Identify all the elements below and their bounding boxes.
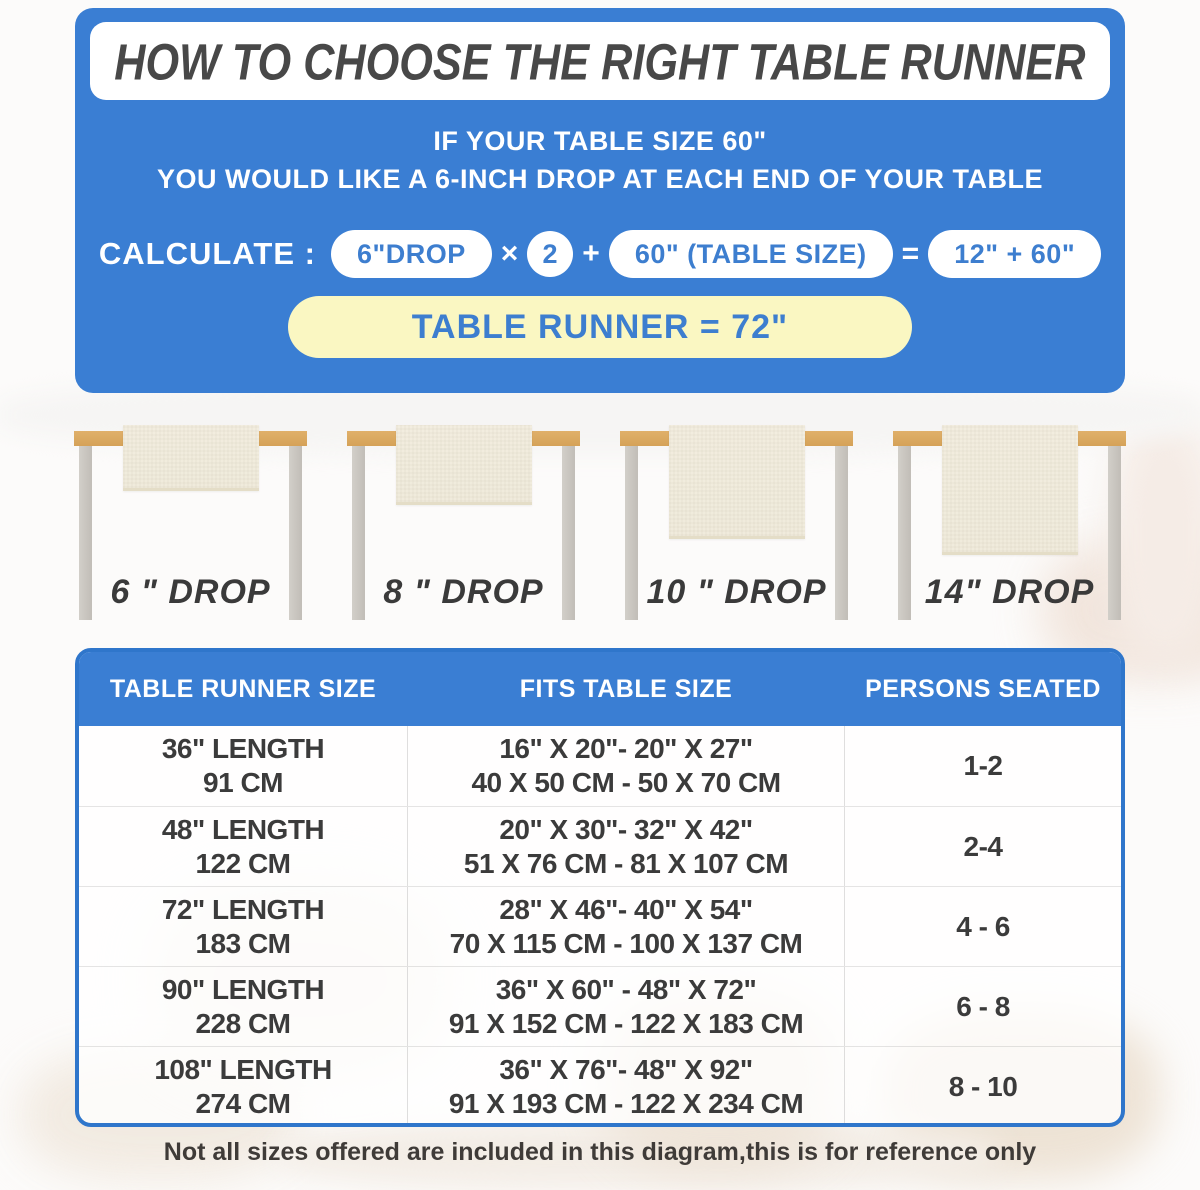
factor-pill: 2 bbox=[527, 231, 574, 277]
cell-runner-size: 36" LENGTH 91 CM bbox=[79, 726, 407, 806]
drop-label: 14" DROP bbox=[924, 573, 1095, 611]
cell-persons: 8 - 10 bbox=[948, 1070, 1018, 1102]
table-row: 36" LENGTH 91 CM 16" X 20"- 20" X 27" 40… bbox=[79, 726, 1121, 806]
table-leg-right bbox=[835, 446, 848, 620]
cell-fits-size: 36" X 60" - 48" X 72" 91 X 152 CM - 122 … bbox=[407, 967, 845, 1046]
instruction-panel: HOW TO CHOOSE THE RIGHT TABLE RUNNER IF … bbox=[75, 8, 1125, 393]
subtitle-line-2: YOU WOULD LIKE A 6-INCH DROP AT EACH END… bbox=[156, 164, 1044, 194]
table-row: 48" LENGTH 122 CM 20" X 30"- 32" X 42" 5… bbox=[79, 806, 1121, 886]
cell-persons: 2-4 bbox=[963, 830, 1003, 862]
table-row: 90" LENGTH 228 CM 36" X 60" - 48" X 72" … bbox=[79, 966, 1121, 1046]
cell-persons: 6 - 8 bbox=[956, 990, 1010, 1022]
cell-runner-size: 48" LENGTH 122 CM bbox=[79, 807, 407, 886]
result-pill: TABLE RUNNER = 72" bbox=[288, 296, 912, 358]
plus-operator: + bbox=[582, 237, 600, 270]
runner-length-cm: 183 CM bbox=[195, 927, 291, 959]
runner-cloth bbox=[122, 425, 259, 491]
cell-fits-size: 28" X 46"- 40" X 54" 70 X 115 CM - 100 X… bbox=[407, 887, 845, 966]
fits-size-inches: 16" X 20"- 20" X 27" bbox=[499, 733, 753, 764]
table-leg-right bbox=[289, 446, 302, 620]
runner-length-inches: 48" LENGTH bbox=[161, 813, 325, 845]
table-figure: 6 " DROP bbox=[74, 425, 307, 630]
calculate-label: CALCULATE : bbox=[98, 236, 316, 271]
table-size-pill: 60" (TABLE SIZE) bbox=[608, 230, 893, 278]
runner-length-cm: 91 CM bbox=[203, 767, 283, 798]
runner-cloth bbox=[941, 425, 1078, 555]
cell-runner-size: 108" LENGTH 274 CM bbox=[79, 1047, 407, 1123]
table-leg-right bbox=[562, 446, 575, 620]
table-leg-left bbox=[352, 446, 365, 620]
header-cell-fits-size: FITS TABLE SIZE bbox=[519, 674, 733, 703]
drops-section: 6 " DROP 8 " DROP 10 " DROP 14" DROP bbox=[74, 425, 1126, 630]
header-cell-runner-size: TABLE RUNNER SIZE bbox=[109, 674, 377, 703]
runner-cloth bbox=[395, 425, 532, 505]
runner-length-cm: 122 CM bbox=[195, 847, 291, 879]
table-row: 72" LENGTH 183 CM 28" X 46"- 40" X 54" 7… bbox=[79, 886, 1121, 966]
equals-operator: = bbox=[901, 237, 920, 270]
cell-runner-size: 72" LENGTH 183 CM bbox=[79, 887, 407, 966]
footer-note: Not all sizes offered are included in th… bbox=[163, 1138, 1037, 1166]
multiply-operator: × bbox=[500, 237, 519, 270]
cell-fits-size: 20" X 30"- 32" X 42" 51 X 76 CM - 81 X 1… bbox=[407, 807, 845, 886]
cell-fits-size: 16" X 20"- 20" X 27" 40 X 50 CM - 50 X 7… bbox=[407, 726, 845, 806]
drop-label: 6 " DROP bbox=[110, 573, 271, 611]
table-leg-right bbox=[1108, 446, 1121, 620]
table-leg-left bbox=[79, 446, 92, 620]
page-title: HOW TO CHOOSE THE RIGHT TABLE RUNNER bbox=[114, 32, 1086, 90]
bg-chair-blob bbox=[1110, 420, 1200, 660]
table-figure: 10 " DROP bbox=[620, 425, 853, 630]
calculation-row: CALCULATE : 6"DROP × 2 + 60" (TABLE SIZE… bbox=[75, 230, 1125, 278]
drop-pill: 6"DROP bbox=[330, 230, 492, 278]
fits-size-inches: 36" X 76"- 48" X 92" bbox=[499, 1053, 753, 1085]
table-row: 108" LENGTH 274 CM 36" X 76"- 48" X 92" … bbox=[79, 1046, 1121, 1123]
header-cell-persons: PERSONS SEATED bbox=[865, 674, 1101, 703]
size-table-header: TABLE RUNNER SIZE FITS TABLE SIZE PERSON… bbox=[79, 652, 1121, 726]
sum-pill: 12" + 60" bbox=[928, 230, 1102, 278]
size-table-body: 36" LENGTH 91 CM 16" X 20"- 20" X 27" 40… bbox=[79, 726, 1121, 1123]
fits-size-inches: 36" X 60" - 48" X 72" bbox=[495, 973, 757, 1005]
table-figure: 8 " DROP bbox=[347, 425, 580, 630]
runner-length-cm: 228 CM bbox=[195, 1007, 291, 1039]
fits-size-cm: 91 X 193 CM - 122 X 234 CM bbox=[448, 1087, 804, 1119]
runner-length-inches: 108" LENGTH bbox=[154, 1053, 332, 1085]
fits-size-inches: 28" X 46"- 40" X 54" bbox=[499, 893, 753, 925]
table-figure: 14" DROP bbox=[893, 425, 1126, 630]
fits-size-cm: 40 X 50 CM - 50 X 70 CM bbox=[471, 767, 781, 798]
subtitle-line-1: IF YOUR TABLE SIZE 60" bbox=[433, 126, 767, 156]
runner-cloth bbox=[668, 425, 805, 539]
fits-size-inches: 20" X 30"- 32" X 42" bbox=[499, 813, 753, 845]
fits-size-cm: 91 X 152 CM - 122 X 183 CM bbox=[448, 1007, 804, 1039]
fits-size-cm: 70 X 115 CM - 100 X 137 CM bbox=[449, 927, 803, 959]
cell-persons: 4 - 6 bbox=[956, 910, 1010, 942]
table-leg-left bbox=[898, 446, 911, 620]
table-leg-left bbox=[625, 446, 638, 620]
runner-length-cm: 274 CM bbox=[195, 1087, 291, 1119]
drop-label: 10 " DROP bbox=[646, 573, 827, 611]
runner-length-inches: 36" LENGTH bbox=[161, 733, 325, 764]
title-banner: HOW TO CHOOSE THE RIGHT TABLE RUNNER bbox=[90, 22, 1110, 100]
drop-label: 8 " DROP bbox=[383, 573, 544, 611]
runner-length-inches: 72" LENGTH bbox=[161, 893, 325, 925]
runner-length-inches: 90" LENGTH bbox=[161, 973, 325, 1005]
cell-fits-size: 36" X 76"- 48" X 92" 91 X 193 CM - 122 X… bbox=[407, 1047, 845, 1123]
size-table-panel: TABLE RUNNER SIZE FITS TABLE SIZE PERSON… bbox=[75, 648, 1125, 1127]
cell-runner-size: 90" LENGTH 228 CM bbox=[79, 967, 407, 1046]
cell-persons: 1-2 bbox=[963, 750, 1003, 781]
fits-size-cm: 51 X 76 CM - 81 X 107 CM bbox=[463, 847, 789, 879]
